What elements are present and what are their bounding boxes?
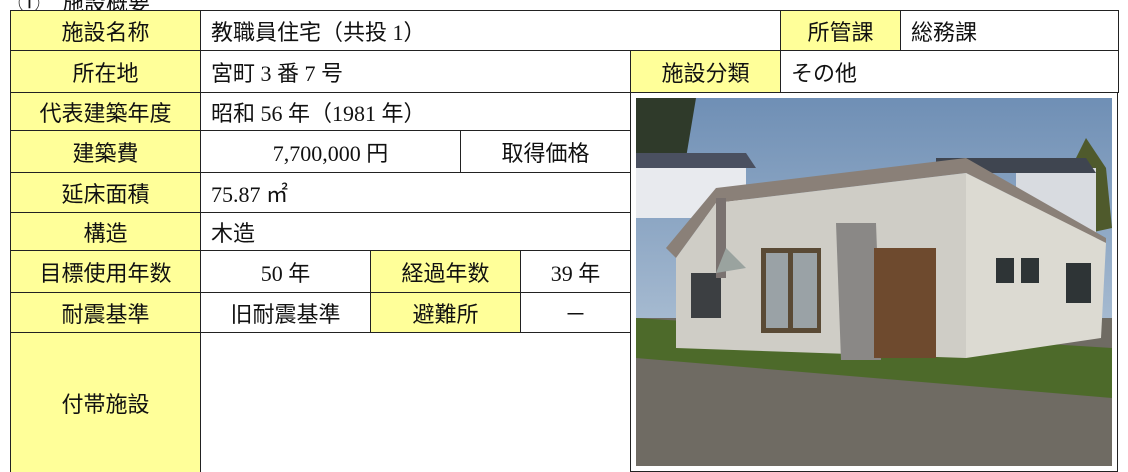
value-cell: 教職員住宅（共投 1） [200,10,781,51]
value-cell: 総務課 [900,10,1119,51]
value-cell: 木造 [200,212,631,251]
value-cell: 取得価格 [460,130,631,173]
label-cell: 代表建築年度 [10,92,201,131]
label-cell: 目標使用年数 [10,250,201,293]
value-cell: － [520,292,631,333]
label-cell: 所管課 [780,10,901,51]
label-cell: 延床面積 [10,172,201,213]
label-cell: 付帯施設 [10,332,201,472]
photo-image [636,98,1112,466]
value-cell: 旧耐震基準 [200,292,371,333]
label-cell: 施設分類 [630,50,781,93]
value-cell: 50 年 [200,250,371,293]
building-photo [630,92,1118,472]
label-cell: 構造 [10,212,201,251]
value-cell: 75.87 ㎡ [200,172,631,213]
value-cell: 宮町 3 番 7 号 [200,50,631,93]
label-cell: 経過年数 [370,250,521,293]
value-cell: その他 [780,50,1119,93]
label-cell: 施設名称 [10,10,201,51]
label-cell: 避難所 [370,292,521,333]
label-cell: 建築費 [10,130,201,173]
label-cell: 耐震基準 [10,292,201,333]
label-cell: 所在地 [10,50,201,93]
value-cell: 7,700,000 円 [200,130,461,173]
value-cell: 昭和 56 年（1981 年） [200,92,631,131]
value-cell [200,332,631,472]
value-cell: 39 年 [520,250,631,293]
